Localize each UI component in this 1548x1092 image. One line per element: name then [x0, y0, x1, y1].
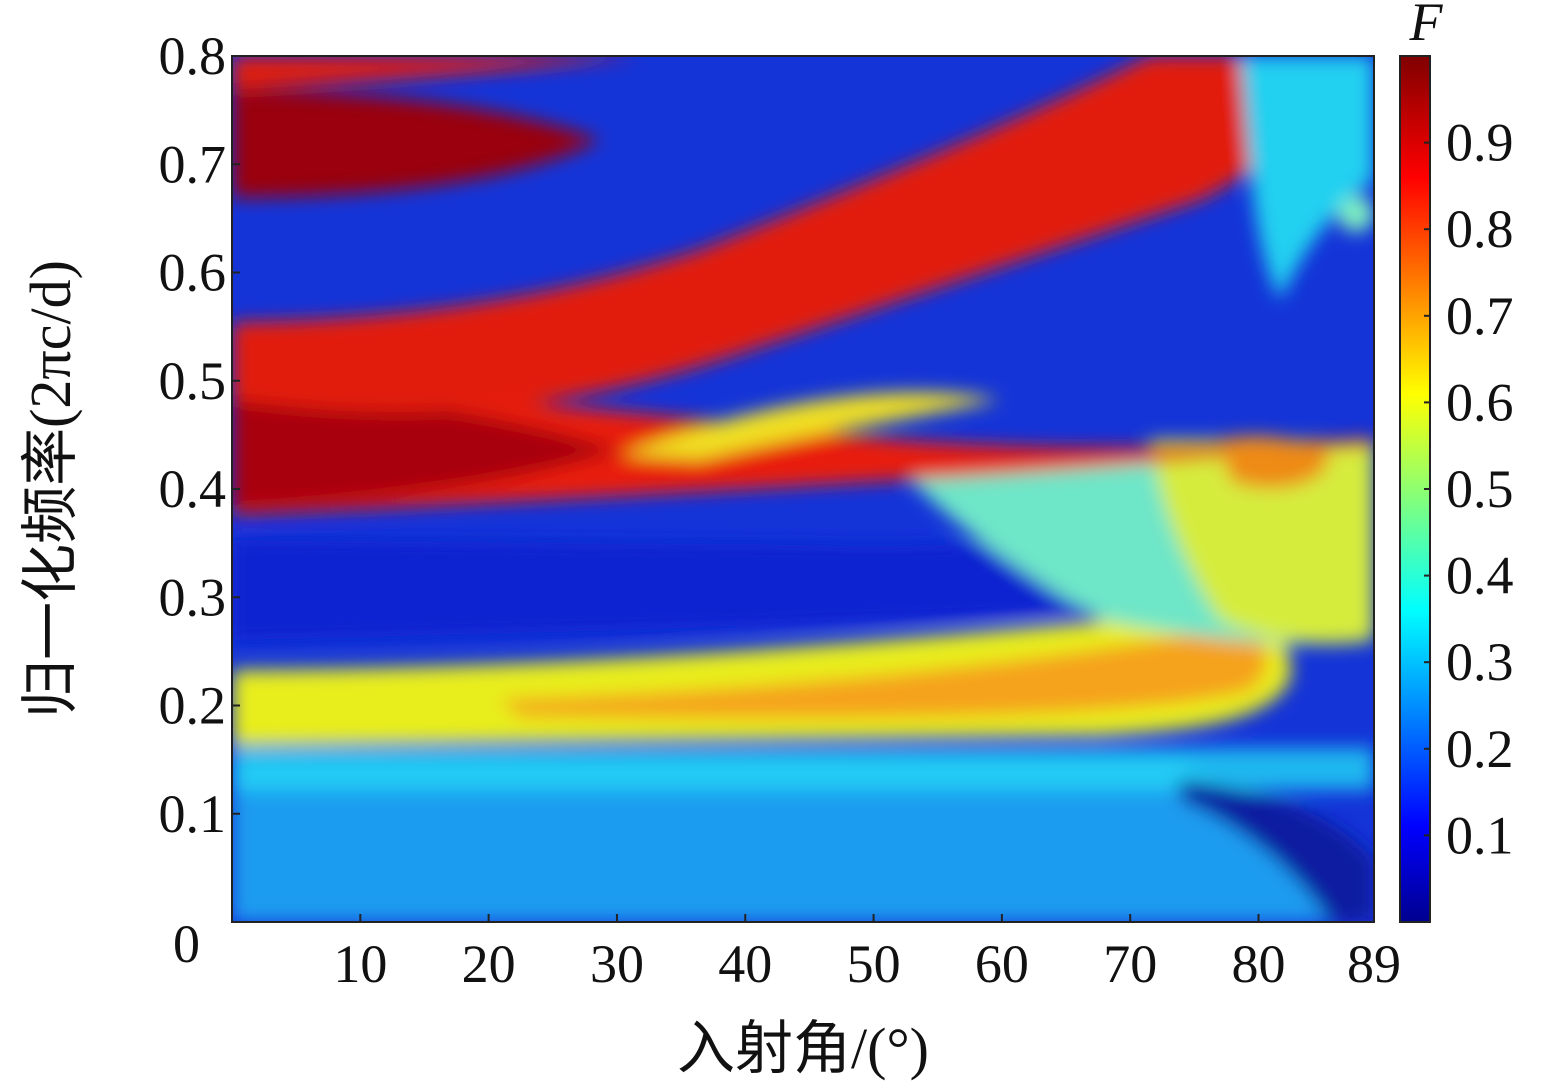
- y-axis: 0 0.1 0.2 0.3 0.4 0.5 0.6 0.7 0.8: [159, 26, 240, 974]
- region-top-left-red-lobe: [232, 90, 600, 198]
- colorbar-tick-label: 0.3: [1446, 632, 1514, 692]
- x-tick-label: 80: [1232, 934, 1286, 994]
- region-red-band-lower: [232, 386, 1374, 515]
- colorbar-tick-label: 0.7: [1446, 286, 1514, 346]
- y-tick-label: 0.8: [159, 26, 227, 86]
- colorbar-tick-label: 0.9: [1446, 113, 1514, 173]
- region-top-left-dark-lobe: [232, 56, 640, 90]
- x-tick-label: 40: [718, 934, 772, 994]
- colorbar-tick-label: 0.6: [1446, 372, 1514, 432]
- x-tick-label: 30: [590, 934, 644, 994]
- y-tick-label: 0.2: [159, 676, 227, 736]
- region-orange-core: [500, 629, 1267, 719]
- x-tick-label: 20: [462, 934, 516, 994]
- x-tick-label: 50: [847, 934, 901, 994]
- y-tick-label: 0: [173, 914, 200, 974]
- region-yellow-wedge: [620, 392, 1000, 460]
- y-tick-label: 0.7: [159, 134, 227, 194]
- region-ring-right: [1338, 196, 1374, 232]
- region-orange-spot: [1220, 436, 1330, 489]
- colorbar: F 0.1 0.2 0.3 0.4 0.5 0.6 0.7 0.8 0.9: [1399, 0, 1514, 923]
- y-tick-label: 0.5: [159, 351, 227, 411]
- x-tick-label: 10: [333, 934, 387, 994]
- y-tick-label: 0.3: [159, 567, 227, 627]
- y-axis-title: 归一化频率(2πc/d): [18, 260, 83, 718]
- x-axis: 10 20 30 40 50 60 70 80 89: [333, 914, 1401, 994]
- colorbar-tick-label: 0.4: [1446, 546, 1514, 606]
- region-cyan-top-right: [1240, 56, 1374, 300]
- colorbar-tick-label: 0.2: [1446, 719, 1514, 779]
- colorbar-title: F: [1409, 0, 1444, 52]
- heatmap-plot-area: [231, 55, 1375, 923]
- x-tick-label: 60: [975, 934, 1029, 994]
- x-axis-title: 入射角/(°): [677, 1016, 929, 1081]
- region-red-band-upper: [232, 56, 1330, 412]
- region-low-band: [232, 760, 1374, 922]
- region-low-band-cyan: [232, 748, 1374, 790]
- region-bottom-right-dark: [1180, 780, 1374, 922]
- y-tick-label: 0.4: [159, 459, 227, 519]
- x-tick-label: 89: [1347, 934, 1401, 994]
- colorbar-tick-label: 0.8: [1446, 199, 1514, 259]
- y-tick-label: 0.6: [159, 243, 227, 303]
- region-red-band-core: [232, 392, 620, 508]
- y-tick-label: 0.1: [159, 784, 227, 844]
- region-yellow-right: [1150, 440, 1374, 644]
- colorbar-tick-label: 0.5: [1446, 459, 1514, 519]
- colorbar-ticks: 0.1 0.2 0.3 0.4 0.5 0.6 0.7 0.8 0.9: [1424, 113, 1514, 865]
- x-tick-label: 70: [1103, 934, 1157, 994]
- colorbar-tick-label: 0.1: [1446, 805, 1514, 865]
